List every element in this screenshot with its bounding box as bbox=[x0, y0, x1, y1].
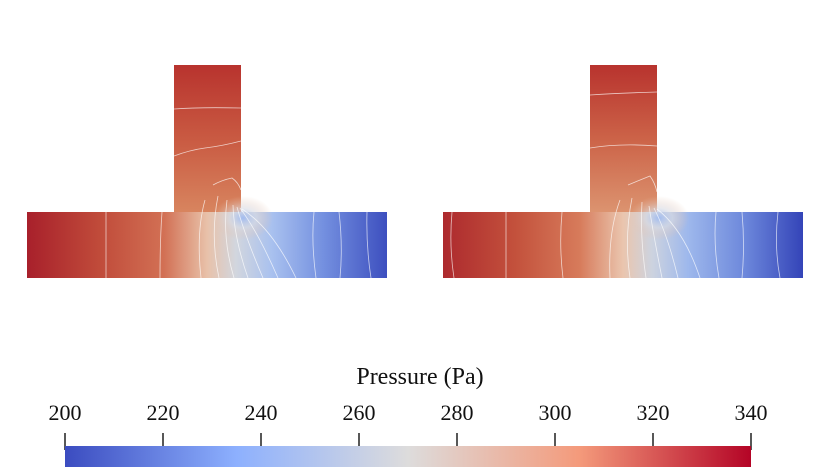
left-main-pipe bbox=[27, 212, 387, 278]
right-branch-pipe bbox=[590, 65, 657, 213]
colorbar-tick-label-260: 260 bbox=[343, 400, 376, 425]
colorbar-title: Pressure (Pa) bbox=[356, 364, 483, 390]
colorbar-gradient-bar bbox=[65, 446, 751, 467]
colorbar-tick-label-240: 240 bbox=[245, 400, 278, 425]
left-branch-pipe bbox=[174, 65, 241, 213]
colorbar-tick-label-300: 300 bbox=[539, 400, 572, 425]
colorbar-tick-label-280: 280 bbox=[441, 400, 474, 425]
colorbar: Pressure (Pa) 200 220 240 260 280 300 320 340 bbox=[49, 364, 768, 467]
right-main-pipe bbox=[443, 212, 803, 278]
left-tee-pressure-field bbox=[27, 65, 387, 279]
colorbar-tick-labels: 200 220 240 260 280 300 320 340 bbox=[49, 400, 768, 425]
right-tee-pressure-field bbox=[443, 65, 803, 279]
left-isobar-contours bbox=[105, 107, 372, 279]
colorbar-tick-label-200: 200 bbox=[49, 400, 82, 425]
left-junction-low-pressure-zone bbox=[213, 196, 273, 240]
colorbar-tick-label-340: 340 bbox=[735, 400, 768, 425]
colorbar-tick-label-220: 220 bbox=[147, 400, 180, 425]
right-isobar-contours bbox=[450, 91, 781, 279]
colorbar-tick-label-320: 320 bbox=[637, 400, 670, 425]
